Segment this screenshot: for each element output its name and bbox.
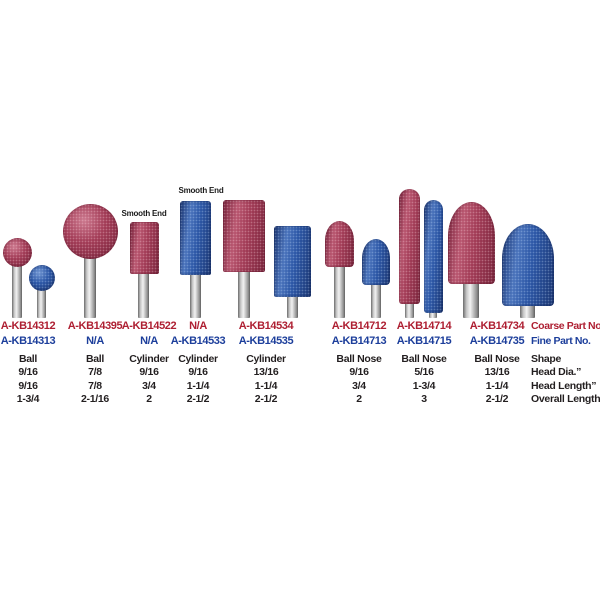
- smooth-end-label: Smooth End: [121, 209, 167, 218]
- legend-head-dia: Head Dia.”: [531, 366, 582, 379]
- smooth-end-label: Smooth End: [178, 186, 224, 195]
- burr-head-cylinder-fine: [180, 201, 211, 275]
- head-length-value: 3/4: [142, 379, 156, 392]
- overall-length-value: 2-1/16: [81, 392, 109, 405]
- burr-shank: [37, 288, 46, 318]
- overall-length-value: 1-3/4: [16, 392, 40, 405]
- burr-head-cylinder-fine: [274, 226, 311, 297]
- head-dia-value: 9/16: [349, 366, 369, 379]
- burr-head-ballnose-fine: [424, 200, 443, 313]
- burr-head-ballnose-fine: [362, 239, 390, 285]
- burr-shank: [463, 283, 479, 318]
- fine-part-number: A-KB14715: [396, 335, 452, 347]
- head-length-value: 1-3/4: [412, 379, 436, 392]
- product-column: A-KB14522 N/A Cylinder 9/16 3/4 2: [107, 320, 191, 406]
- burr-head-cylinder-coarse: [223, 200, 265, 272]
- coarse-part-number: A-KB14312: [0, 320, 56, 332]
- head-dia-value: 9/16: [18, 366, 38, 379]
- product-column: A-KB14714 A-KB14715 Ball Nose 5/16 1-3/4…: [382, 320, 466, 406]
- legend-overall-length: Overall Length”: [531, 392, 600, 405]
- head-dia-value: 13/16: [484, 366, 510, 379]
- burr-shank: [238, 270, 250, 318]
- coarse-part-number: A-KB14734: [469, 320, 525, 332]
- shape-value: Ball Nose: [474, 353, 520, 365]
- fine-part-number: N/A: [86, 335, 104, 347]
- head-length-value: 1-1/4: [485, 379, 509, 392]
- fine-part-number: N/A: [140, 335, 158, 347]
- fine-part-number: A-KB14313: [0, 335, 56, 347]
- shape-value: Cylinder: [178, 353, 218, 365]
- product-column: N/A A-KB14533 Cylinder 9/16 1-1/4 2-1/2: [156, 320, 240, 406]
- burr-shank: [405, 302, 414, 318]
- overall-length-value: 2-1/2: [186, 392, 210, 405]
- burr-shank: [12, 264, 22, 318]
- head-length-value: 7/8: [88, 379, 102, 392]
- shape-value: Ball: [18, 353, 38, 365]
- product-column: A-KB14734 A-KB14735 Ball Nose 13/16 1-1/…: [455, 320, 539, 406]
- overall-length-value: 2-1/2: [485, 392, 509, 405]
- coarse-part-number: A-KB14712: [331, 320, 387, 332]
- head-dia-value: 9/16: [188, 366, 208, 379]
- head-dia-value: 13/16: [253, 366, 279, 379]
- fine-part-number: A-KB14735: [469, 335, 525, 347]
- burr-head-ball-coarse: [3, 238, 32, 267]
- burr-shank: [334, 265, 345, 318]
- head-dia-value: 9/16: [139, 366, 159, 379]
- product-column: A-KB14534 A-KB14535 Cylinder 13/16 1-1/4…: [224, 320, 308, 406]
- head-length-value: 3/4: [352, 379, 366, 392]
- overall-length-value: 2: [146, 392, 152, 405]
- legend-fine-part-no: Fine Part No.: [531, 335, 591, 347]
- fine-part-number: A-KB14713: [331, 335, 387, 347]
- coarse-part-number: A-KB14522: [121, 320, 177, 332]
- shape-value: Ball Nose: [401, 353, 447, 365]
- burr-shank: [371, 283, 381, 318]
- coarse-part-number: A-KB14395: [67, 320, 123, 332]
- shape-value: Cylinder: [129, 353, 169, 365]
- burr-shank: [84, 256, 96, 318]
- burr-shank: [190, 273, 201, 318]
- shape-value: Ball Nose: [336, 353, 382, 365]
- burr-shank: [138, 272, 149, 318]
- burr-head-ballnose-coarse: [448, 202, 495, 284]
- legend-coarse-part-no: Coarse Part No.: [531, 320, 600, 332]
- head-dia-value: 7/8: [88, 366, 102, 379]
- burr-shank: [429, 311, 437, 318]
- shape-value: Cylinder: [246, 353, 286, 365]
- burr-head-ballnose-coarse: [325, 221, 354, 267]
- product-column: A-KB14312 A-KB14313 Ball 9/16 9/16 1-3/4: [0, 320, 70, 406]
- burr-head-ball-coarse: [63, 204, 118, 259]
- burr-head-ball-fine: [29, 265, 55, 291]
- fine-part-number: A-KB14533: [170, 335, 226, 347]
- coarse-part-number: A-KB14714: [396, 320, 452, 332]
- legend-head-length: Head Length”: [531, 379, 597, 392]
- overall-length-value: 2: [356, 392, 362, 405]
- legend-column: Coarse Part No. Fine Part No. Shape Head…: [531, 320, 600, 406]
- fine-part-number: A-KB14535: [238, 335, 294, 347]
- head-length-value: 1-1/4: [254, 379, 278, 392]
- head-dia-value: 5/16: [414, 366, 434, 379]
- overall-length-value: 3: [421, 392, 427, 405]
- coarse-part-number: A-KB14534: [238, 320, 294, 332]
- shape-value: Ball: [85, 353, 105, 365]
- burr-shank: [287, 295, 298, 318]
- head-length-value: 1-1/4: [186, 379, 210, 392]
- overall-length-value: 2-1/2: [254, 392, 278, 405]
- coarse-part-number: N/A: [189, 320, 207, 332]
- burr-head-cylinder-coarse: [130, 222, 159, 274]
- burr-shank: [520, 303, 535, 318]
- legend-shape: Shape: [531, 353, 562, 365]
- head-length-value: 9/16: [18, 379, 38, 392]
- product-column: A-KB14712 A-KB14713 Ball Nose 9/16 3/4 2: [317, 320, 401, 406]
- burr-head-ballnose-coarse: [399, 189, 420, 304]
- product-column: A-KB14395 N/A Ball 7/8 7/8 2-1/16: [53, 320, 137, 406]
- burr-head-ballnose-fine: [502, 224, 554, 306]
